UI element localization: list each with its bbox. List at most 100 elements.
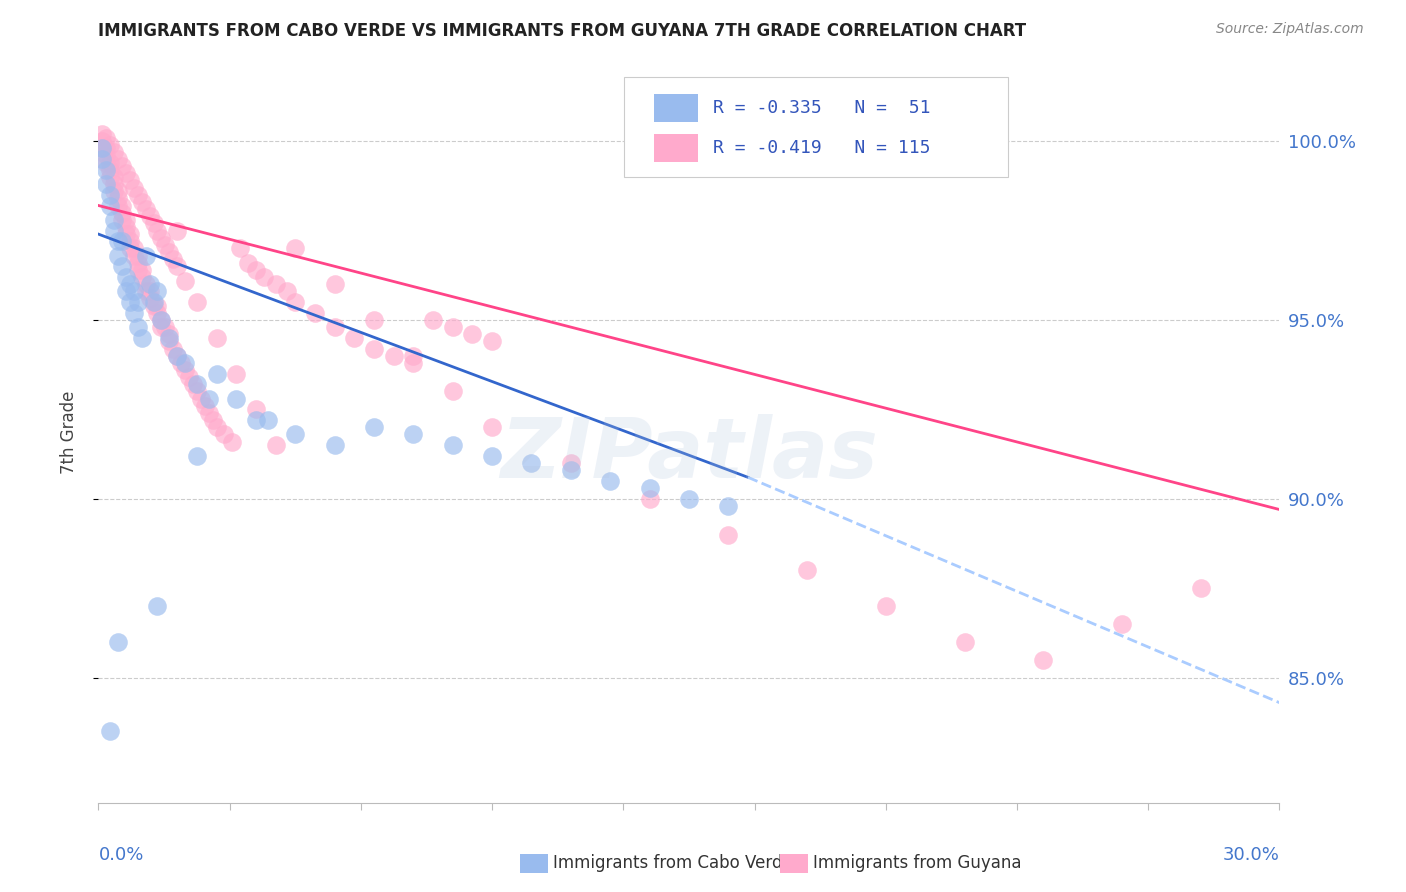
Point: [481, 420, 503, 434]
Point: [162, 342, 184, 356]
Point: [150, 230, 173, 244]
Point: [1032, 653, 1054, 667]
Point: [135, 202, 157, 216]
Text: IMMIGRANTS FROM CABO VERDE VS IMMIGRANTS FROM GUYANA 7TH GRADE CORRELATION CHART: IMMIGRANTS FROM CABO VERDE VS IMMIGRANTS…: [98, 22, 1026, 40]
Point: [122, 285, 145, 299]
Point: [122, 249, 145, 263]
Point: [135, 285, 157, 299]
Point: [96, 130, 118, 145]
Point: [107, 152, 129, 166]
Point: [155, 320, 177, 334]
Point: [111, 234, 134, 248]
Point: [205, 420, 228, 434]
Point: [96, 162, 118, 177]
Point: [481, 334, 503, 349]
Point: [127, 249, 149, 263]
Point: [181, 377, 204, 392]
Point: [323, 438, 346, 452]
Point: [115, 166, 138, 180]
Point: [236, 256, 259, 270]
Point: [256, 413, 278, 427]
Point: [717, 527, 740, 541]
Point: [157, 331, 180, 345]
Point: [127, 256, 149, 270]
Point: [638, 491, 661, 506]
Point: [103, 212, 125, 227]
FancyBboxPatch shape: [624, 78, 1008, 178]
Point: [122, 306, 145, 320]
Point: [560, 463, 582, 477]
Point: [146, 223, 169, 237]
Point: [304, 306, 326, 320]
Point: [186, 295, 208, 310]
Point: [205, 331, 228, 345]
Point: [115, 285, 138, 299]
Point: [115, 270, 138, 285]
Point: [98, 162, 121, 177]
Point: [166, 349, 188, 363]
Text: Source: ZipAtlas.com: Source: ZipAtlas.com: [1216, 22, 1364, 37]
Point: [190, 392, 212, 406]
Point: [96, 155, 118, 169]
Point: [146, 285, 169, 299]
Point: [103, 184, 125, 198]
Point: [229, 242, 252, 256]
Text: 0.0%: 0.0%: [98, 846, 143, 863]
Point: [382, 349, 405, 363]
Point: [111, 198, 134, 212]
Point: [91, 134, 114, 148]
Point: [91, 152, 114, 166]
Bar: [654, 95, 699, 122]
Point: [284, 295, 307, 310]
Point: [1111, 617, 1133, 632]
Point: [142, 216, 165, 230]
Point: [177, 370, 200, 384]
Point: [127, 320, 149, 334]
Point: [91, 141, 114, 155]
Point: [98, 137, 121, 152]
Point: [174, 363, 197, 377]
Point: [197, 392, 219, 406]
Text: Immigrants from Cabo Verde: Immigrants from Cabo Verde: [553, 854, 793, 871]
Y-axis label: 7th Grade: 7th Grade: [59, 391, 77, 475]
Point: [225, 367, 247, 381]
Point: [402, 349, 425, 363]
Point: [98, 169, 121, 184]
Point: [118, 173, 141, 187]
Point: [111, 159, 134, 173]
Point: [96, 177, 118, 191]
Point: [146, 299, 169, 313]
Point: [678, 491, 700, 506]
Point: [146, 306, 169, 320]
Point: [363, 313, 385, 327]
Point: [115, 212, 138, 227]
Point: [170, 356, 193, 370]
Point: [111, 212, 134, 227]
Point: [150, 313, 173, 327]
Point: [422, 313, 444, 327]
Text: R = -0.419   N = 115: R = -0.419 N = 115: [713, 138, 929, 157]
Point: [520, 456, 543, 470]
Point: [118, 295, 141, 310]
Point: [142, 295, 165, 310]
Point: [157, 245, 180, 260]
Point: [221, 434, 243, 449]
Point: [131, 194, 153, 209]
Point: [98, 198, 121, 212]
Point: [118, 277, 141, 292]
Point: [127, 295, 149, 310]
Point: [103, 177, 125, 191]
Point: [253, 270, 276, 285]
Point: [138, 209, 160, 223]
Text: ZIPatlas: ZIPatlas: [501, 414, 877, 495]
Point: [118, 227, 141, 241]
Point: [225, 392, 247, 406]
Point: [205, 367, 228, 381]
Point: [323, 277, 346, 292]
Point: [127, 263, 149, 277]
Point: [343, 331, 366, 345]
Point: [157, 334, 180, 349]
Point: [150, 313, 173, 327]
Point: [138, 285, 160, 299]
Point: [284, 242, 307, 256]
